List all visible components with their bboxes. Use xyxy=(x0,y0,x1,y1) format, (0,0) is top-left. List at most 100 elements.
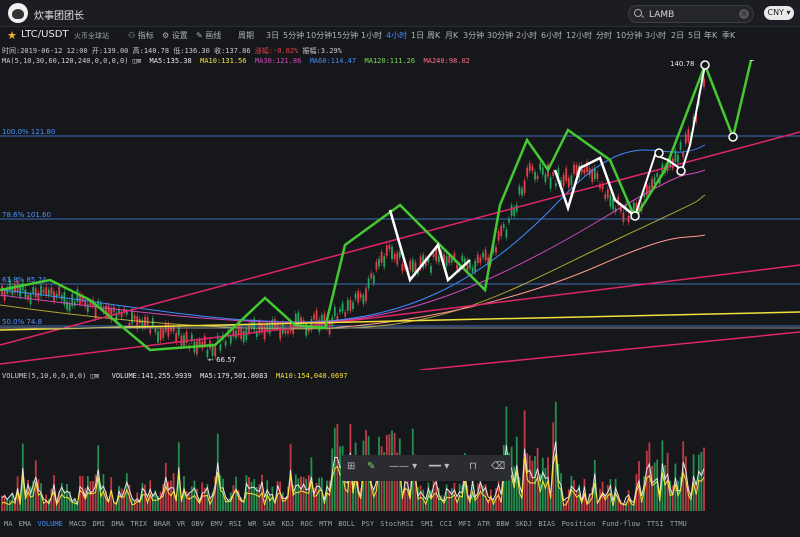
indicator-tab-smi[interactable]: SMI xyxy=(420,520,434,528)
indicator-tab-dmi[interactable]: DMI xyxy=(92,520,106,528)
period-year[interactable]: 年K xyxy=(704,31,718,40)
volume-svg[interactable] xyxy=(0,383,800,519)
wave-point[interactable] xyxy=(654,148,664,158)
currency-selector[interactable]: CNY ▾ xyxy=(764,6,794,20)
drawing-toolbar: ⊞ ✎ —— ▾ ━━ ▾ ⊓ ⌫ xyxy=(341,455,511,481)
period-10m[interactable]: 10分钟 xyxy=(306,31,333,40)
indicator-tab-macd[interactable]: MACD xyxy=(69,520,87,528)
trendline-lower[interactable] xyxy=(419,331,800,371)
indicator-tab-cci[interactable]: CCI xyxy=(439,520,453,528)
wave-point[interactable] xyxy=(630,211,640,221)
indicator-tab-brar[interactable]: BRAR xyxy=(153,520,171,528)
period-10m-b[interactable]: 10分钟 xyxy=(616,31,643,40)
indicator-tab-emv[interactable]: EMV xyxy=(210,520,223,528)
trendline-upper[interactable] xyxy=(0,131,800,346)
indicator-tab-ttsi[interactable]: TTSI xyxy=(646,520,664,528)
period-month[interactable]: 月K xyxy=(445,31,459,40)
draw-button[interactable]: ✎ 画线 xyxy=(196,31,222,40)
period-1h[interactable]: 1小时 xyxy=(361,31,383,40)
indicator-tab-ttmu[interactable]: TTMU xyxy=(669,520,687,528)
indicator-tab-bbw[interactable]: BBW xyxy=(496,520,509,528)
candle xyxy=(292,324,295,334)
wave-white-top[interactable] xyxy=(634,64,706,217)
wave-white-right[interactable] xyxy=(553,156,636,217)
search-input[interactable] xyxy=(647,7,739,22)
indicator-tab-atr[interactable]: ATR xyxy=(477,520,491,528)
indicator-tab-volume[interactable]: VOLUME xyxy=(37,520,63,528)
trendline-yellow[interactable] xyxy=(0,311,800,331)
period-30m[interactable]: 30分钟 xyxy=(487,31,514,40)
indicator-tab-position[interactable]: Position xyxy=(561,520,596,528)
period-15m[interactable]: 15分钟 xyxy=(332,31,359,40)
elliott-wave-green[interactable] xyxy=(0,55,754,352)
period-12h[interactable]: 12小时 xyxy=(566,31,593,40)
indicator-tab-vr[interactable]: VR xyxy=(176,520,186,528)
line-width-selector[interactable]: ━━ ▾ xyxy=(429,461,450,472)
period-4h[interactable]: 4小时 xyxy=(386,31,408,40)
indicator-tab-boll[interactable]: BOLL xyxy=(338,520,356,528)
candle xyxy=(508,218,510,223)
candle xyxy=(115,312,118,322)
volume-bar xyxy=(565,500,568,511)
period-timeline[interactable]: 分时 xyxy=(596,31,612,40)
indicator-tab-bias[interactable]: BIAS xyxy=(538,520,556,528)
settings-button[interactable]: ⚙ 设置 xyxy=(162,31,188,40)
candle xyxy=(11,286,14,295)
indicator-tab-roc[interactable]: ROC xyxy=(300,520,314,528)
volume-bar xyxy=(222,478,224,511)
volume-chart[interactable] xyxy=(0,383,800,519)
eye-icon[interactable]: ◫ xyxy=(90,372,95,380)
period-quarter[interactable]: 季K xyxy=(722,31,736,40)
indicator-tab-ma[interactable]: MA xyxy=(4,520,13,528)
period-3d[interactable]: 3日 xyxy=(266,31,280,40)
indicator-tab-trix[interactable]: TRIX xyxy=(130,520,148,528)
wave-point[interactable] xyxy=(676,166,686,176)
volume-bar xyxy=(604,493,607,511)
indicator-tab-sar[interactable]: SAR xyxy=(262,520,276,528)
wave-point[interactable] xyxy=(728,132,738,142)
indicator-tab-mfi[interactable]: MFI xyxy=(458,520,472,528)
indicator-tab-stochrsi[interactable]: StochRSI xyxy=(380,520,415,528)
close-icon[interactable]: ⊠ xyxy=(136,57,142,65)
indicator-tab-dma[interactable]: DMA xyxy=(111,520,125,528)
star-icon[interactable]: ★ xyxy=(7,29,17,42)
close-icon[interactable]: ⊠ xyxy=(94,372,99,380)
indicator-tab-rsi[interactable]: RSI xyxy=(229,520,242,528)
period-3m[interactable]: 3分钟 xyxy=(463,31,485,40)
pencil-icon[interactable]: ✎ xyxy=(367,461,376,472)
search-box[interactable]: × xyxy=(628,5,754,23)
candle xyxy=(583,169,586,174)
indicator-tab-obv[interactable]: OBV xyxy=(191,520,204,528)
indicator-button[interactable]: ⚇ 指标 xyxy=(128,31,154,40)
indicator-tab-fund-flow[interactable]: Fund-flow xyxy=(602,520,640,528)
indicator-tab-ema[interactable]: EMA xyxy=(18,520,32,528)
volume-bar xyxy=(47,498,50,511)
period-2h[interactable]: 2小时 xyxy=(516,31,538,40)
indicator-tab-wr[interactable]: WR xyxy=(248,520,257,528)
indicator-tab-psy[interactable]: PSY xyxy=(361,520,375,528)
indicator-tab-mtm[interactable]: MTM xyxy=(319,520,332,528)
period-3h[interactable]: 3小时 xyxy=(645,31,667,40)
eye-icon[interactable]: ◫ xyxy=(132,57,137,65)
clear-icon[interactable]: × xyxy=(739,9,749,19)
indicator-tab-kdj[interactable]: KDJ xyxy=(281,520,295,528)
period-2d[interactable]: 2日 xyxy=(671,31,685,40)
period-5m[interactable]: 5分钟 xyxy=(283,31,305,40)
volume-bar xyxy=(157,496,159,511)
lock-icon[interactable]: ⊓ xyxy=(469,461,477,472)
avatar[interactable] xyxy=(8,3,28,23)
candle xyxy=(703,78,705,87)
wave-point[interactable] xyxy=(700,60,710,70)
period-5d[interactable]: 5日 xyxy=(688,31,702,40)
trendline-middle[interactable] xyxy=(0,264,800,365)
candlestick-svg[interactable]: 100.0% 121.80 78.6% 101.60 61.8% 85.74 5… xyxy=(0,51,800,371)
period-week[interactable]: 周K xyxy=(427,31,441,40)
period-1d[interactable]: 1日 xyxy=(411,31,425,40)
eraser-icon[interactable]: ⌫ xyxy=(491,461,506,472)
wave-white-left[interactable] xyxy=(388,209,471,283)
price-chart[interactable]: 100.0% 121.80 78.6% 101.60 61.8% 85.74 5… xyxy=(0,51,800,371)
period-6h[interactable]: 6小时 xyxy=(541,31,563,40)
layout-icon[interactable]: ⊞ xyxy=(347,461,356,472)
indicator-tab-skdj[interactable]: SKDJ xyxy=(515,520,533,528)
line-style-selector[interactable]: —— ▾ xyxy=(389,461,418,472)
